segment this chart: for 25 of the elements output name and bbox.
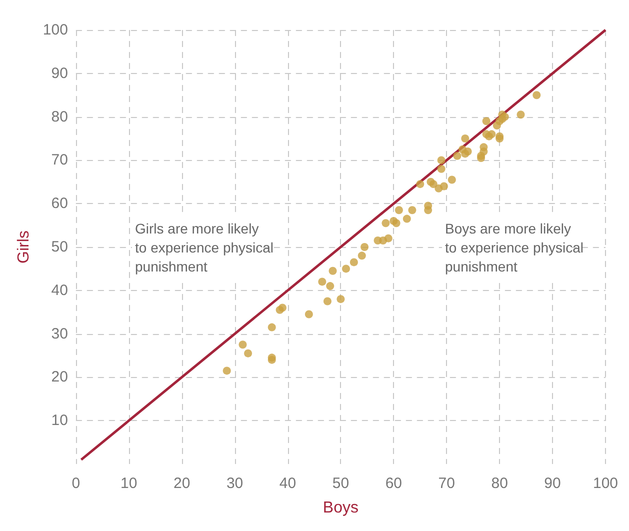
x-axis-title: Boys (322, 500, 358, 516)
y-tick-label: 90 (51, 64, 68, 82)
x-tick-label: 0 (72, 475, 80, 492)
x-tick-label: 100 (592, 475, 618, 492)
y-tick-label: 80 (51, 108, 68, 126)
y-tick-label: 70 (51, 152, 68, 169)
annotation: Girls are more likely to experience physical punishment (135, 220, 274, 274)
y-tick-label: 60 (51, 195, 68, 212)
x-tick-label: 90 (544, 475, 561, 492)
y-tick-label: 30 (51, 325, 68, 342)
y-tick-label: 20 (51, 368, 68, 386)
y-axis-title: Girls (16, 230, 32, 264)
y-tick-label: 40 (51, 282, 68, 299)
x-tick-label: 60 (385, 475, 402, 492)
x-tick-label: 20 (173, 475, 190, 492)
y-tick-label: 50 (51, 238, 68, 256)
x-tick-label: 10 (120, 475, 138, 492)
x-tick-label: 30 (226, 475, 244, 492)
x-tick-label: 40 (279, 475, 296, 492)
y-tick-label: 10 (51, 412, 68, 430)
x-tick-label: 50 (332, 475, 350, 492)
y-tick-label: 100 (42, 22, 68, 38)
x-tick-label: 70 (438, 475, 455, 492)
x-tick-label: 80 (491, 475, 508, 492)
annotation: Boys are more likely to experience physical punishment (445, 220, 584, 274)
